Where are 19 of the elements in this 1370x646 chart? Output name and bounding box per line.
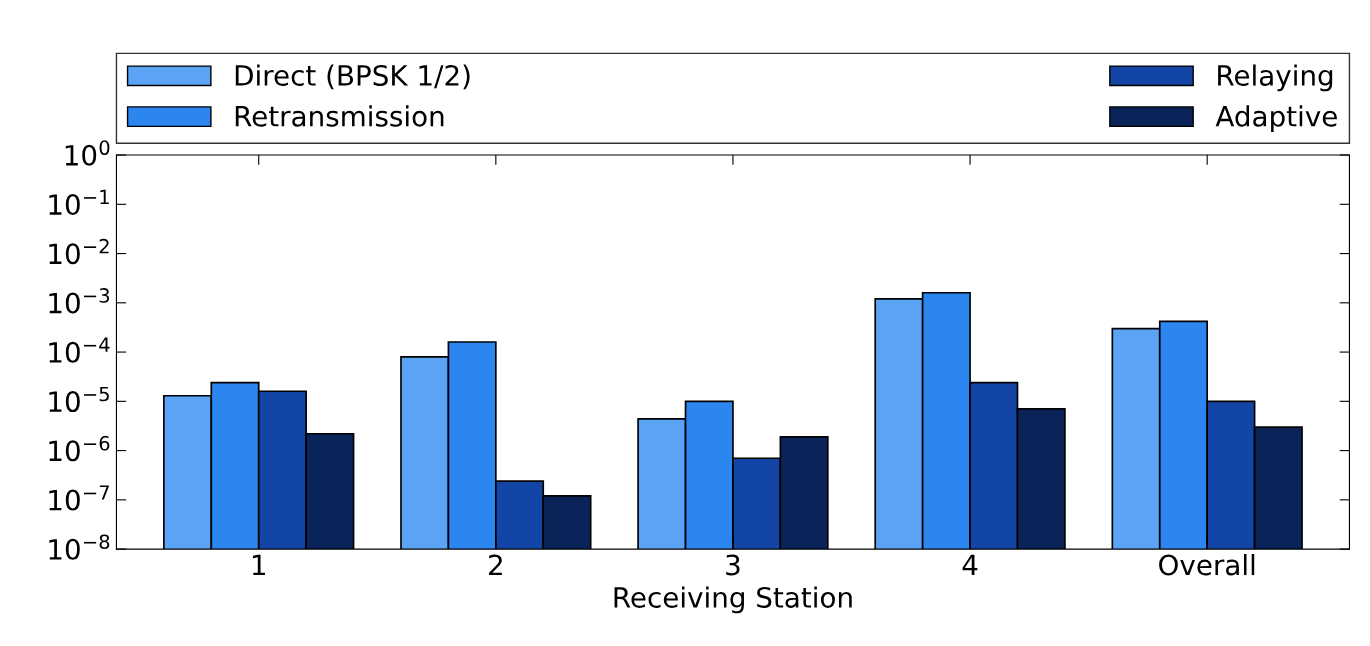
legend-label: Direct (BPSK 1/2) xyxy=(235,64,470,90)
x-tick-label: Overall xyxy=(1159,553,1255,576)
x-axis-title: Receiving Station xyxy=(614,586,852,614)
y-tick-label: 10$^{−4}$ xyxy=(49,337,110,363)
y-tick-label: 10$^{−1}$ xyxy=(49,189,109,216)
y-tick-label: 10$^{−7}$ xyxy=(49,485,109,511)
legend-label: Adaptive xyxy=(1215,105,1337,133)
y-tick-label: 10$^{0}$ xyxy=(65,140,110,166)
y-tick-label: 10$^{−6}$ xyxy=(49,435,110,462)
x-tick-label: 4 xyxy=(962,554,978,576)
y-tick-label: 10$^{−2}$ xyxy=(49,238,109,265)
legend-label: Retransmission xyxy=(235,105,444,127)
x-tick-label: 3 xyxy=(726,554,740,576)
y-tick-label: 10$^{−3}$ xyxy=(49,288,110,314)
x-tick-label: 2 xyxy=(489,554,502,576)
x-tick-label: 1 xyxy=(252,554,265,576)
y-tick-label: 10$^{−5}$ xyxy=(49,386,109,413)
y-tick-label: 10$^{−8}$ xyxy=(49,534,110,560)
legend-label: Relaying xyxy=(1218,64,1333,92)
